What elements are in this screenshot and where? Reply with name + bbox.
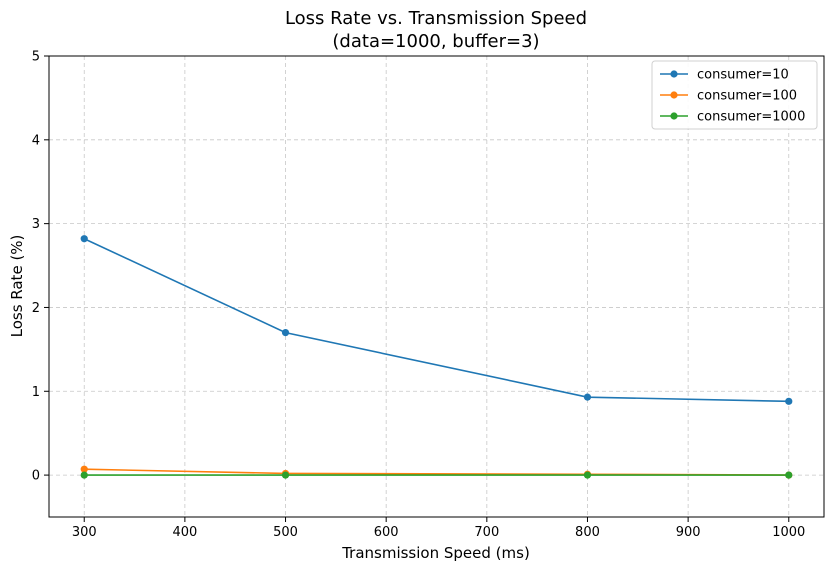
x-tick-label: 1000 <box>772 525 805 540</box>
series-consumer-10 <box>80 235 793 405</box>
legend-label: consumer=1000 <box>697 110 805 125</box>
data-point <box>583 471 592 479</box>
legend-marker <box>670 112 678 120</box>
legend-label: consumer=100 <box>697 89 797 104</box>
y-tick-label: 5 <box>32 50 40 65</box>
data-point <box>281 329 290 337</box>
y-tick-label: 3 <box>32 217 40 232</box>
series-layer <box>80 235 793 479</box>
x-axis-ticks: 300 400 500 600 700 800 900 1000 <box>72 517 805 540</box>
y-tick-label: 4 <box>32 133 40 148</box>
x-tick-label: 300 <box>72 525 97 540</box>
x-tick-label: 600 <box>374 525 399 540</box>
data-point <box>785 471 793 479</box>
series-line <box>83 237 789 403</box>
plot-area <box>49 56 824 517</box>
axes-frame <box>48 55 825 518</box>
y-tick-label: 2 <box>32 301 40 316</box>
data-point <box>583 393 592 401</box>
x-tick-label: 800 <box>575 525 600 540</box>
x-tick-label: 900 <box>676 525 701 540</box>
data-point <box>281 471 290 479</box>
data-point <box>785 397 793 405</box>
legend-marker <box>670 70 678 78</box>
y-tick-label: 1 <box>32 385 40 400</box>
legend-label: consumer=10 <box>697 68 789 83</box>
y-tick-label: 0 <box>32 469 40 484</box>
legend-box <box>651 60 818 130</box>
x-tick-label: 400 <box>172 525 197 540</box>
data-point <box>80 235 88 243</box>
y-axis-label: Loss Rate (%) <box>8 235 26 338</box>
series-consumer-1000 <box>80 471 793 479</box>
y-axis-ticks: 0 1 2 3 4 5 <box>32 50 49 484</box>
chart-subtitle: (data=1000, buffer=3) <box>332 31 539 52</box>
legend-marker <box>670 91 678 99</box>
chart-title: Loss Rate vs. Transmission Speed <box>285 8 587 29</box>
data-point <box>80 471 88 479</box>
data-point <box>80 465 88 473</box>
legend: consumer=10 consumer=100 consumer=1000 <box>651 60 818 130</box>
x-tick-label: 500 <box>273 525 298 540</box>
x-tick-label: 700 <box>474 525 499 540</box>
x-axis-label: Transmission Speed (ms) <box>341 544 530 562</box>
